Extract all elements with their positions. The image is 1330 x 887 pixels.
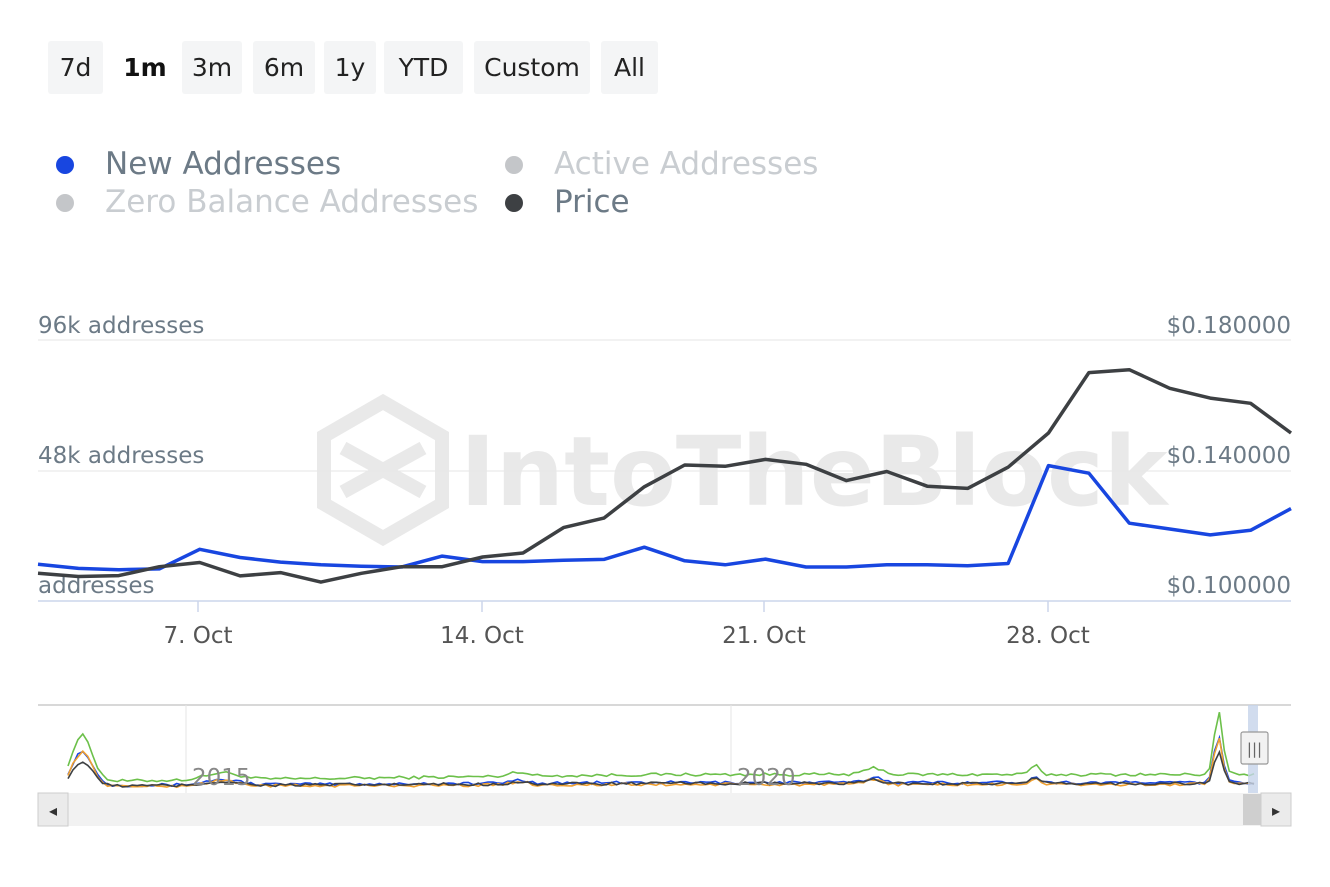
range-7d-button[interactable]: 7d (48, 41, 103, 94)
y-left-tick-label: 96k addresses (38, 313, 204, 339)
range-all-button[interactable]: All (601, 41, 658, 94)
navigator-series (67, 712, 1255, 789)
scrollbar-left-button[interactable] (37, 792, 69, 827)
x-tick-label: 14. Oct (440, 623, 524, 649)
range-1m-button[interactable]: 1m (114, 41, 176, 94)
legend-label: New Addresses (105, 146, 342, 182)
legend-dot-icon (505, 156, 523, 174)
range-ytd-button[interactable]: YTD (384, 41, 463, 94)
range-custom-button[interactable]: Custom (474, 41, 590, 94)
range-6m-button[interactable]: 6m (253, 41, 315, 94)
navigator-year-label: 2020 (737, 765, 796, 791)
y-right-tick-label: $0.140000 (1167, 443, 1291, 469)
watermark-text: IntoTheBlock (460, 416, 1170, 528)
navigator-line (67, 749, 1255, 788)
legend-label: Zero Balance Addresses (105, 184, 479, 220)
x-tick-label: 7. Oct (163, 623, 232, 649)
y-left-tick-label: 48k addresses (38, 443, 204, 469)
legend-dot-icon (56, 156, 74, 174)
scrollbar-right-button[interactable] (1260, 792, 1292, 827)
legend-dot-icon (56, 194, 74, 212)
series-line-price (37, 367, 1293, 584)
series-line-new-addresses (37, 463, 1292, 572)
watermark-logo-icon (317, 393, 449, 547)
y-right-tick-label: $0.180000 (1167, 313, 1291, 339)
watermark: IntoTheBlock (317, 393, 1170, 547)
scrollbar-thumb[interactable] (1243, 794, 1261, 825)
main-chart: IntoTheBlock 7. Oct 14. Oct 21. Oct 28. … (37, 313, 1293, 649)
range-3m-button[interactable]: 3m (182, 41, 242, 94)
x-tick-label: 28. Oct (1006, 623, 1090, 649)
navigator-handle-icon: ||| (1247, 740, 1262, 758)
legend-label: Active Addresses (554, 146, 819, 182)
legend-dot-icon (505, 194, 523, 212)
legend-label: Price (554, 184, 630, 220)
navigator-line (67, 737, 1255, 789)
navigator-year-label: 2015 (192, 765, 251, 791)
y-right-tick-label: $0.100000 (1167, 573, 1291, 599)
series-layer (37, 367, 1293, 584)
navigator-line (67, 712, 1255, 783)
x-tick-label: 21. Oct (722, 623, 806, 649)
navigator-line (67, 734, 1255, 788)
navigator-handle[interactable]: ||| (1240, 731, 1269, 765)
scrollbar-track[interactable] (38, 793, 1291, 826)
range-1y-button[interactable]: 1y (324, 41, 376, 94)
